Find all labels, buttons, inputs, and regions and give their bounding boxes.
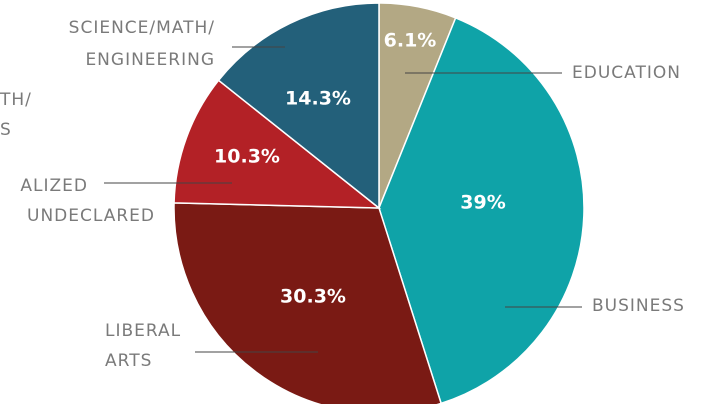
category-label: BUSINESS — [592, 296, 685, 316]
value-label: 30.3% — [280, 286, 346, 308]
pie-slice — [173, 79, 382, 209]
category-label: SCIENCE/MATH/ — [69, 18, 215, 38]
value-label: 6.1% — [384, 30, 437, 52]
category-label: LIBERAL — [105, 321, 181, 341]
value-label: 14.3% — [285, 88, 351, 110]
category-label: ENGINEERING — [85, 50, 215, 70]
category-label: EDUCATION — [572, 63, 681, 83]
annotation: TH/ — [0, 90, 32, 110]
value-label: 39% — [460, 192, 505, 214]
value-label: 10.3% — [214, 146, 280, 168]
pie-slice — [173, 202, 443, 404]
category-label: UNDECLARED — [27, 206, 155, 226]
category-label: ALIZED — [20, 176, 88, 196]
annotation: S — [0, 120, 12, 140]
pie-slice — [217, 2, 380, 210]
category-label: ARTS — [105, 351, 152, 371]
